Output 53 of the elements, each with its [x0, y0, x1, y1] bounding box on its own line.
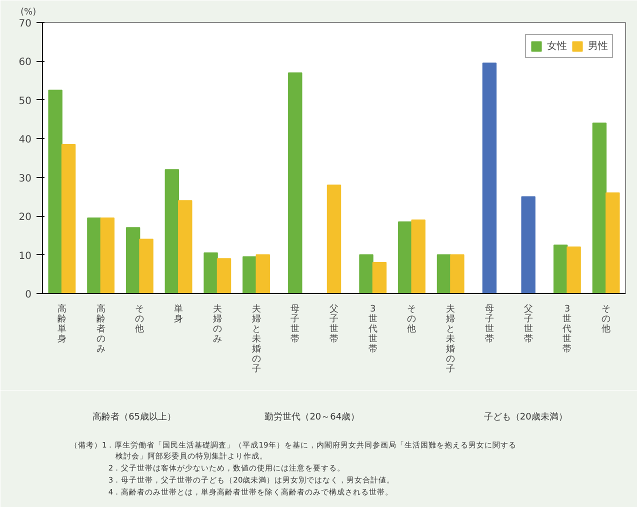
- y-tick-label: 20: [18, 212, 32, 224]
- x-tick-label: その他: [407, 304, 416, 334]
- bar: [482, 62, 497, 294]
- bar: [256, 254, 270, 294]
- x-tick-label: 母子世帯: [484, 304, 494, 344]
- y-tick-label: 40: [18, 134, 32, 146]
- y-tick-label: 30: [18, 173, 32, 184]
- bar: [566, 246, 581, 294]
- bar: [100, 218, 115, 294]
- x-tick-label: 単身: [174, 304, 184, 324]
- y-axis-title: (%): [20, 8, 36, 18]
- bar: [139, 238, 154, 294]
- x-tick-label: 夫婦のみ: [212, 304, 222, 344]
- bar: [372, 262, 387, 294]
- bar: [553, 244, 568, 294]
- x-tick-label: 高齢者のみ: [96, 304, 106, 354]
- x-tick-label: 夫婦と未婚の子: [446, 304, 456, 374]
- y-tick-label: 70: [18, 18, 32, 30]
- bar: [87, 218, 102, 294]
- bar: [48, 90, 62, 294]
- x-tick-label: 父子世帯: [524, 304, 533, 344]
- text: 子ども（20歳未満）: [484, 412, 568, 422]
- x-tick-label: 高齢単身: [57, 304, 66, 344]
- bar: [61, 144, 76, 294]
- bar: [242, 256, 257, 294]
- bar: [164, 169, 180, 294]
- x-tick-label: 夫婦と未婚の子: [252, 304, 261, 374]
- legend-label: 女性: [547, 40, 567, 53]
- x-tick-label: 3世代世帯: [562, 304, 572, 354]
- bar: [450, 254, 464, 294]
- bar: [411, 219, 426, 294]
- bar: [216, 258, 232, 294]
- bar: [126, 227, 140, 294]
- legend-label: 男性: [588, 40, 608, 53]
- bar: [359, 254, 374, 294]
- x-tick-label: その他: [602, 304, 611, 334]
- bar: [178, 200, 192, 294]
- bar: [436, 254, 452, 294]
- bar: [606, 192, 620, 294]
- bar: [592, 122, 607, 294]
- y-tick-label: 60: [18, 57, 32, 68]
- y-tick-label: 50: [18, 96, 32, 107]
- text: 勤労世代（20～64歳）: [264, 412, 360, 422]
- bar: [521, 196, 536, 294]
- x-tick-label: 3世代世帯: [367, 304, 378, 354]
- bar: [398, 221, 412, 294]
- y-tick-label: 10: [18, 250, 32, 262]
- x-tick-label: 父子世帯: [330, 304, 338, 344]
- x-tick-label: その他: [135, 304, 144, 334]
- bar: [204, 252, 218, 294]
- y-tick-label: 0: [25, 290, 32, 300]
- text: 高齢者（65歳以上）: [92, 412, 176, 422]
- x-tick-label: 母子世帯: [290, 304, 300, 344]
